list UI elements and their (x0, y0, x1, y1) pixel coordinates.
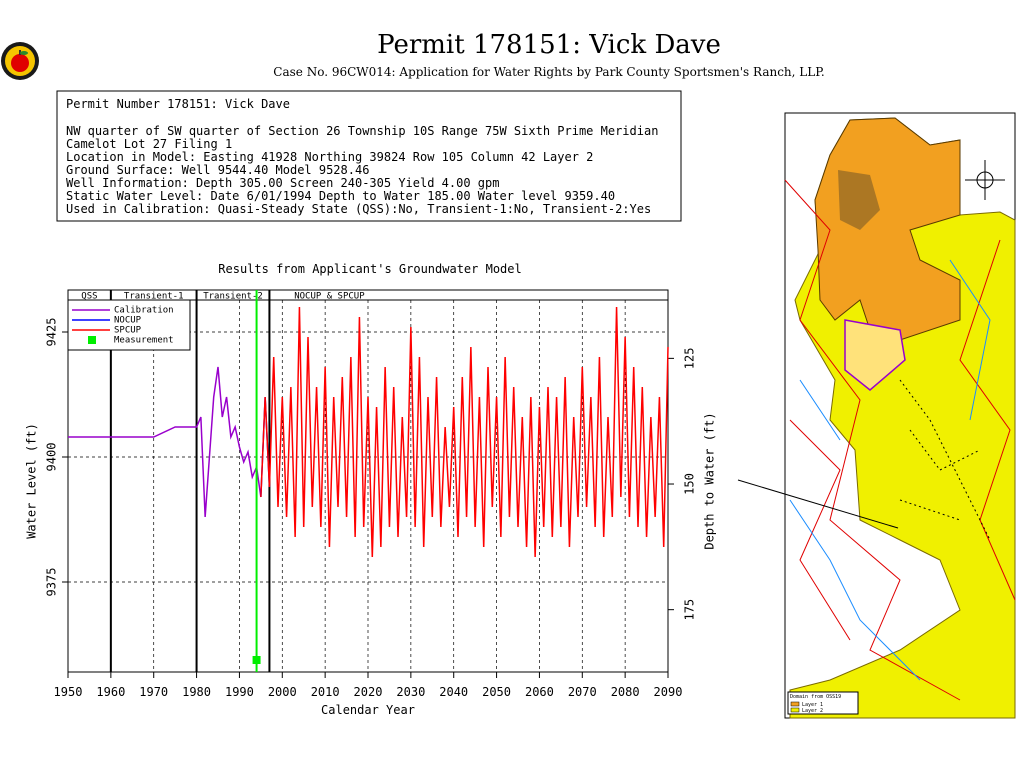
period-label: Transient-1 (124, 292, 184, 302)
x-tick-label: 1960 (96, 685, 125, 699)
y2-tick-label: 175 (683, 599, 697, 621)
legend-label: Measurement (114, 336, 174, 346)
subtitle: Case No. 96CW014: Application for Water … (273, 65, 824, 79)
x-tick-label: 2010 (311, 685, 340, 699)
y-tick-label: 9375 (45, 568, 59, 597)
info-box (56, 90, 682, 222)
info-lines: Permit Number 178151: Vick Dave NW quarte… (66, 97, 658, 216)
logo (1, 42, 39, 80)
y-axis-label: Water Level (ft) (25, 423, 39, 539)
measurement-marker (252, 656, 261, 664)
x-tick-label: 1950 (54, 685, 83, 699)
pointer-line (737, 479, 899, 529)
info-line: Permit Number 178151: Vick Dave (66, 97, 290, 111)
x-tick-label: 2080 (611, 685, 640, 699)
series-line (260, 306, 669, 558)
x-tick-label: 1990 (225, 685, 254, 699)
x-tick-label: 2030 (396, 685, 425, 699)
legend-label: SPCUP (114, 326, 142, 336)
legend-label: Calibration (114, 306, 174, 316)
info-line: Camelot Lot 27 Filing 1 (66, 137, 232, 151)
info-line: Ground Surface: Well 9544.40 Model 9528.… (66, 163, 369, 177)
map-legend: Layer 2 (802, 708, 823, 714)
y-tick-label: 9425 (45, 318, 59, 347)
map-legend: Layer 1 (802, 702, 823, 708)
period-label: NOCUP & SPCUP (294, 292, 365, 302)
map: Domain from OSS19 Layer 1 Layer 2 (784, 112, 1016, 719)
y2-tick-label: 150 (683, 473, 697, 495)
x-tick-label: 2060 (525, 685, 554, 699)
x-tick-label: 2040 (439, 685, 468, 699)
chart-title: Results from Applicant's Groundwater Mod… (218, 262, 521, 276)
info-line: Location in Model: Easting 41928 Northin… (66, 150, 593, 164)
series-line (68, 366, 262, 518)
period-label: QSS (81, 292, 97, 302)
x-tick-label: 1970 (139, 685, 168, 699)
y2-tick-label: 125 (683, 348, 697, 370)
x-axis-label: Calendar Year (321, 703, 415, 717)
legend-label: NOCUP (114, 316, 142, 326)
y-tick-label: 9400 (45, 443, 59, 472)
info-line: Well Information: Depth 305.00 Screen 24… (66, 176, 499, 190)
x-tick-label: 2020 (354, 685, 383, 699)
map-legend: Domain from OSS19 (790, 694, 841, 700)
x-tick-label: 2050 (482, 685, 511, 699)
title: Permit 178151: Vick Dave (377, 30, 721, 60)
plot: Results from Applicant's Groundwater Mod… (25, 262, 717, 717)
x-tick-label: 2090 (654, 685, 683, 699)
x-tick-label: 1980 (182, 685, 211, 699)
x-tick-label: 2070 (568, 685, 597, 699)
legend-marker (88, 336, 96, 344)
period-label: Transient-2 (203, 292, 263, 302)
info-line: Used in Calibration: Quasi-Steady State … (66, 202, 651, 216)
info-line: NW quarter of SW quarter of Section 26 T… (66, 124, 658, 138)
info-line: Static Water Level: Date 6/01/1994 Depth… (66, 189, 615, 203)
x-tick-label: 2000 (268, 685, 297, 699)
y2-axis-label: Depth to Water (ft) (703, 412, 717, 549)
